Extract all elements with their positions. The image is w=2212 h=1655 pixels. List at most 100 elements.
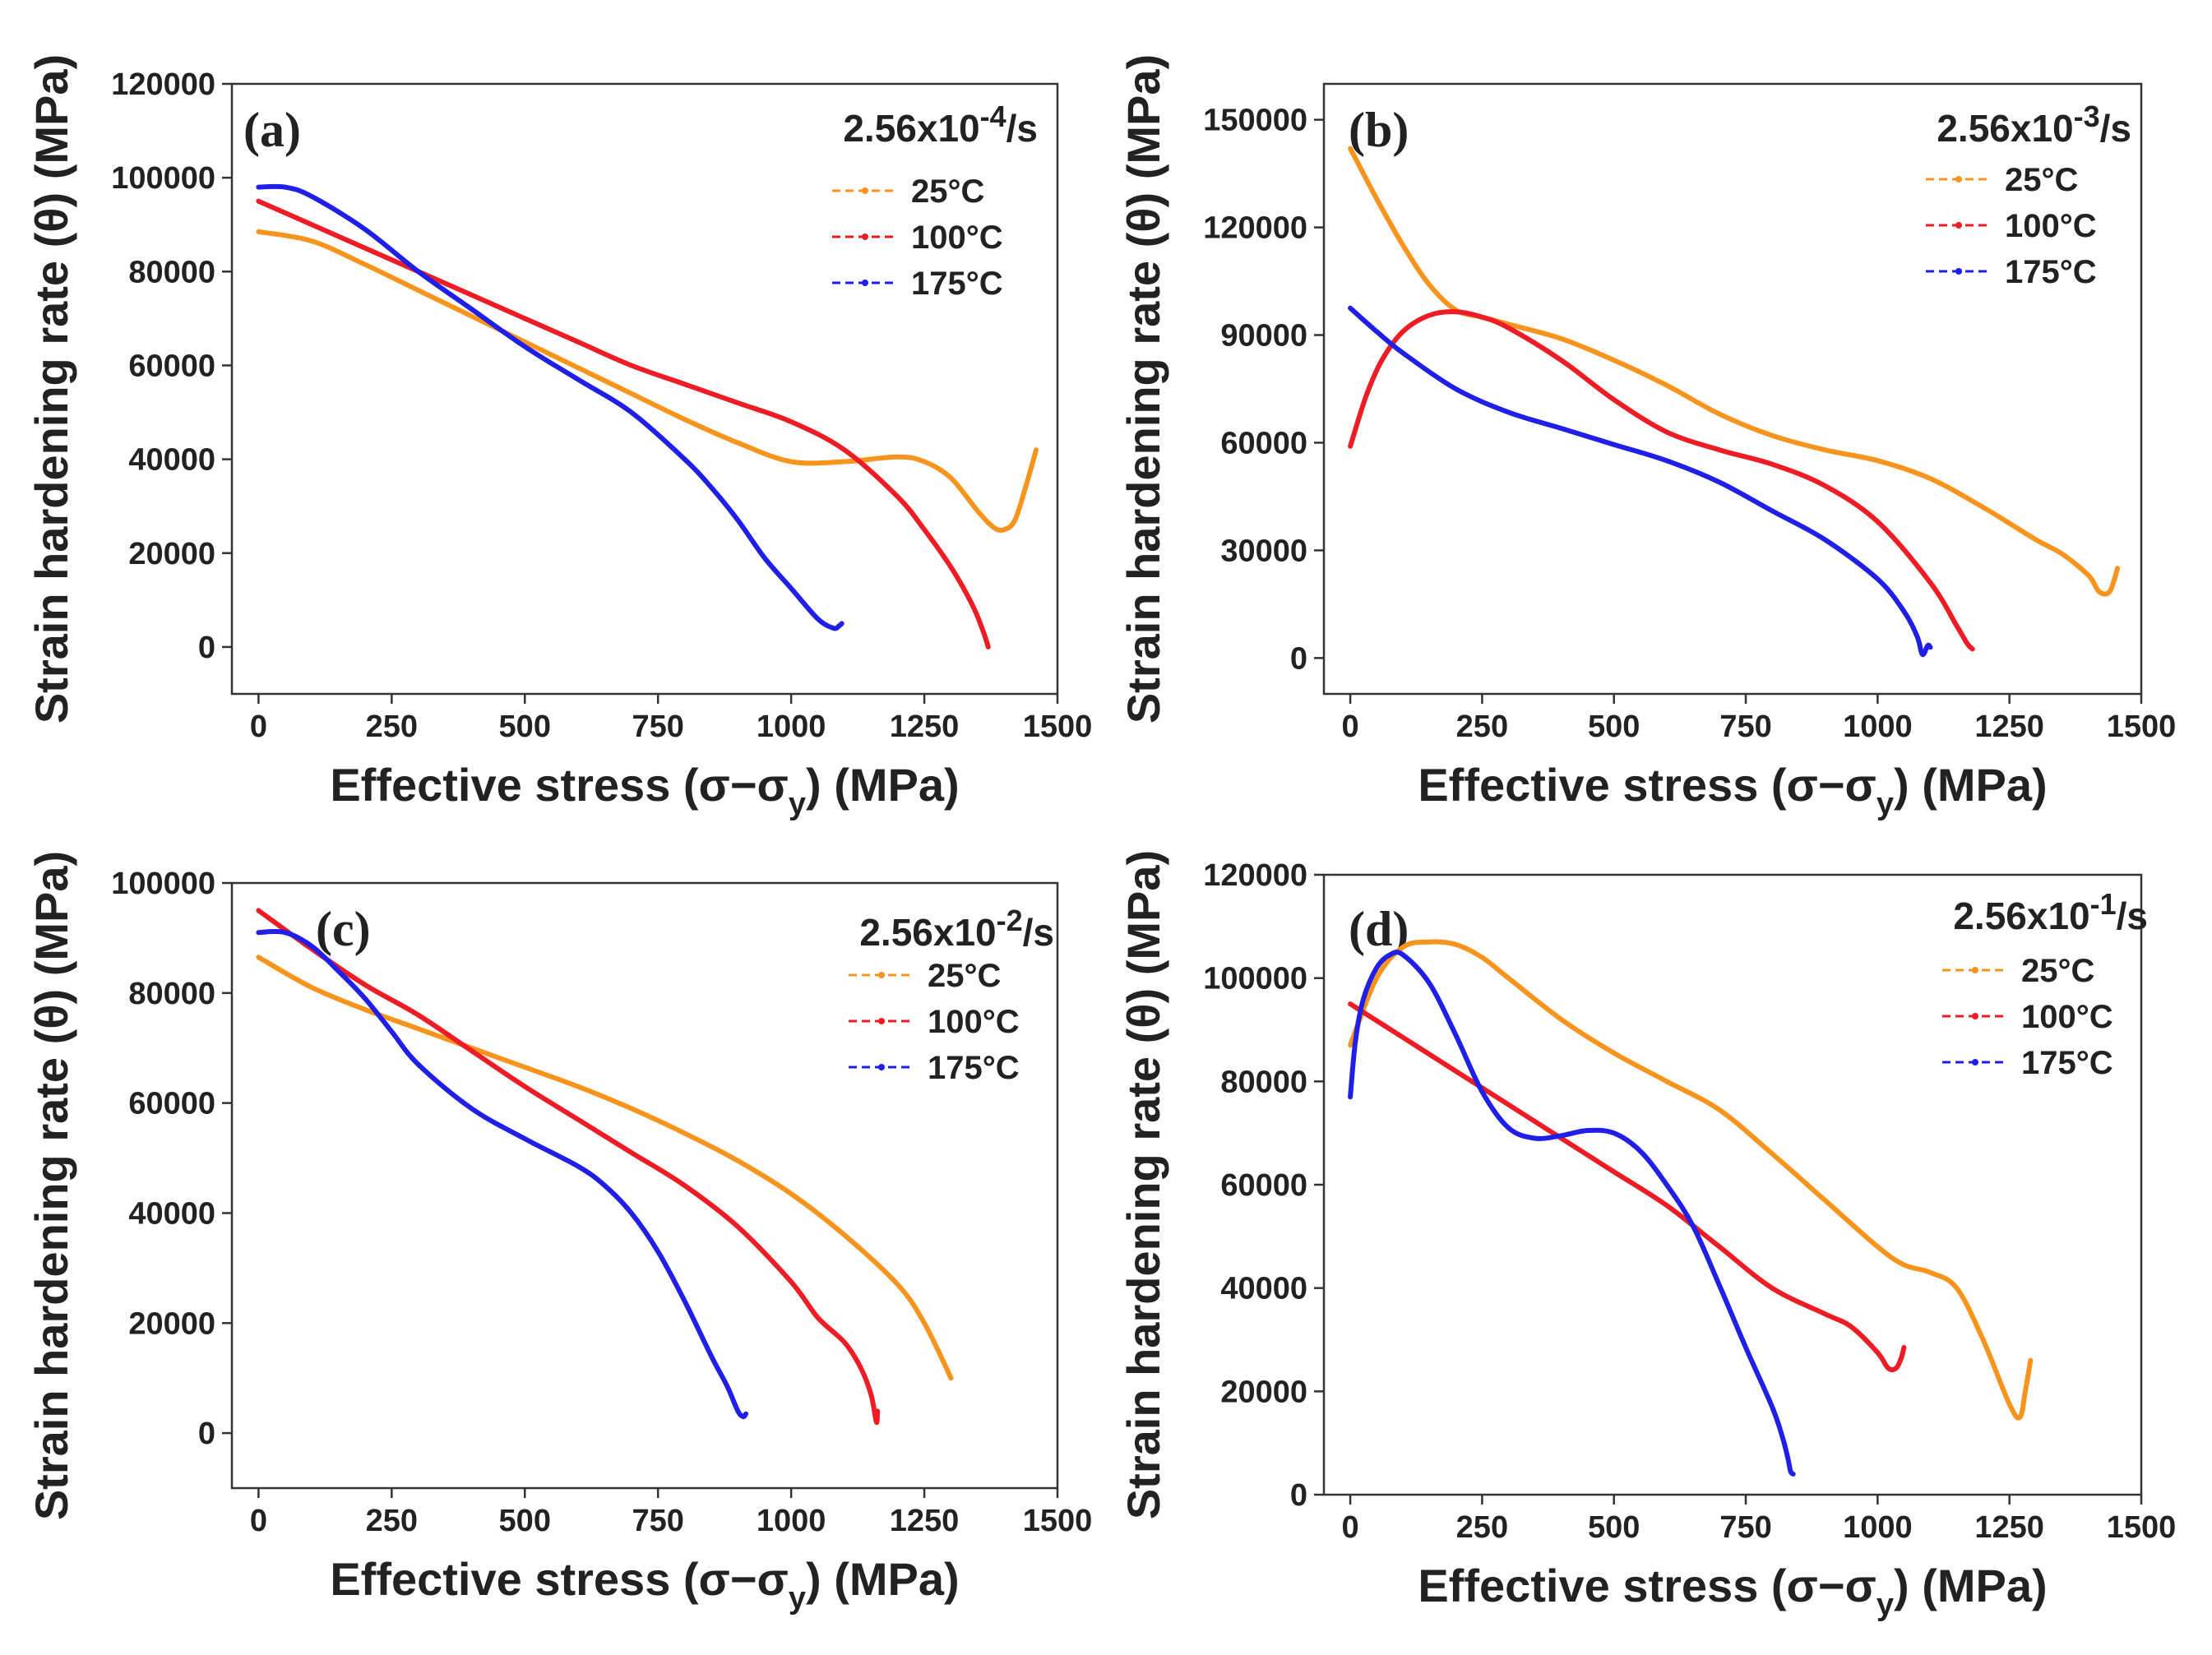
x-tick-label: 1500 [2107,710,2177,744]
plot-frame [230,82,1059,696]
legend-marker [862,233,868,240]
legend-label: 100°C [2021,999,2113,1035]
legend-label: 175°C [911,266,1003,302]
legend: 25°C 100°C 175°C [832,173,1003,302]
x-axis-title-main: Effective stress (σ−σ [330,759,789,811]
x-tick-label: 750 [632,1504,683,1538]
series-line-25c [1348,146,2121,597]
strain-rate-unit: /s [2100,107,2131,150]
x-tick-label: 1000 [1843,1510,1913,1545]
y-tick-label: 60000 [1220,1168,1307,1203]
y-tick-label: 60000 [1220,426,1307,460]
legend-label: 25°C [911,173,984,210]
y-tick-label: 40000 [1220,1272,1307,1306]
series-line-25c [1348,939,2034,1421]
y-tick-label: 120000 [1203,858,1307,893]
y-tick-label: 20000 [128,537,215,571]
legend-label: 175°C [928,1050,1020,1086]
y-tick-label: 120000 [1203,211,1307,246]
strain-rate-exponent: -4 [980,99,1007,133]
x-tick-label: 500 [1588,710,1640,744]
x-tick-label: 750 [632,710,683,744]
x-tick-label: 750 [1719,1510,1771,1545]
x-axis-title-sub: y [1876,1588,1894,1622]
x-tick-label: 750 [1719,710,1771,744]
legend-marker [1955,268,1962,275]
strain-rate-label: 2.56x10-1/s [1953,887,2148,937]
strain-rate-exponent: -3 [2074,99,2100,133]
panel-label: (a) [243,103,301,157]
series-line-175c [256,183,845,631]
panel-label: (c) [316,902,371,956]
chart-panel-b: 0 250 500 750 1000 1250 1500 0 30000 60000 90000 12… [1118,54,2176,821]
chart-panel-a: 0 250 500 750 1000 1250 1500 0 20000 40000 60000 80… [25,54,1092,821]
x-tick-label: 250 [366,710,418,744]
y-tick-label: 80000 [1220,1065,1307,1099]
x-tick-label: 1500 [1023,1504,1093,1538]
legend-marker [1972,1013,1978,1019]
strain-rate-base: 2.56x10 [843,107,979,150]
y-tick-label: 100000 [1203,962,1307,996]
legend-label: 175°C [2005,254,2097,290]
strain-rate-base: 2.56x10 [1937,107,2073,150]
strain-rate-exponent: -2 [997,904,1023,937]
strain-rate-label: 2.56x10-2/s [859,904,1054,954]
legend-label: 100°C [2005,208,2097,244]
x-axis-title-tail: ) (MPa) [806,759,960,811]
legend-marker [862,280,868,286]
chart-panel-d: 0 250 500 750 1000 1250 1500 0 20000 40000 60000 80… [1118,850,2176,1622]
legend-marker [878,972,885,978]
y-tick-label: 80000 [128,977,215,1011]
y-tick-label: 20000 [1220,1375,1307,1409]
y-tick-label: 150000 [1203,104,1307,138]
legend-marker [1972,1059,1978,1066]
x-axis-title-main: Effective stress (σ−σ [330,1553,789,1605]
y-tick-label: 100000 [111,161,215,196]
y-tick-label: 40000 [128,443,215,478]
legend-label: 100°C [911,220,1003,256]
x-tick-label: 1500 [1023,710,1093,744]
strain-rate-unit: /s [2117,895,2148,937]
legend-marker [1955,222,1962,229]
y-tick-label: 120000 [111,67,215,102]
strain-rate-base: 2.56x10 [859,911,996,954]
legend: 25°C 100°C 175°C [1942,953,2113,1081]
y-tick-label: 60000 [128,349,215,383]
y-axis-title: Strain hardening rate (θ) (MPa) [1118,54,1169,723]
strain-rate-exponent: -1 [2090,887,2117,921]
series-line-175c [1348,305,1933,658]
strain-rate-base: 2.56x10 [1953,895,2089,937]
legend-marker [878,1018,885,1024]
legend-label: 175°C [2021,1045,2113,1081]
x-axis-title-tail: ) (MPa) [1894,1560,2048,1611]
legend-label: 25°C [2005,162,2078,198]
x-tick-label: 1250 [1974,710,2044,744]
series-line-25c [256,229,1039,533]
x-tick-label: 0 [250,1504,267,1538]
strain-rate-unit: /s [1007,107,1038,150]
strain-rate-label: 2.56x10-4/s [843,99,1038,150]
x-tick-label: 500 [499,710,551,744]
plot-frame [1322,82,2143,696]
y-tick-label: 80000 [128,255,215,289]
x-tick-label: 0 [1341,1510,1358,1545]
legend-marker [878,1064,885,1070]
legend-label: 100°C [928,1004,1020,1040]
x-axis-title: Effective stress (σ−σy) (MPa) [1418,759,2047,821]
x-tick-label: 1000 [757,1504,826,1538]
x-tick-label: 1500 [2107,1510,2177,1545]
series-line-25c [256,955,954,1381]
plot-frame [230,881,1059,1490]
y-axis-title: Strain hardening rate (θ) (MPa) [25,851,77,1520]
y-tick-label: 40000 [128,1196,215,1231]
plot-frame [1322,873,2143,1496]
x-axis-title: Effective stress (σ−σy) (MPa) [1418,1560,2047,1622]
legend-label: 25°C [928,958,1001,994]
y-tick-label: 60000 [128,1087,215,1121]
strain-rate-label: 2.56x10-3/s [1937,99,2131,150]
x-axis-title-sub: y [789,787,806,821]
x-axis-title-tail: ) (MPa) [806,1553,960,1605]
x-tick-label: 250 [366,1504,418,1538]
x-tick-label: 1000 [757,710,826,744]
